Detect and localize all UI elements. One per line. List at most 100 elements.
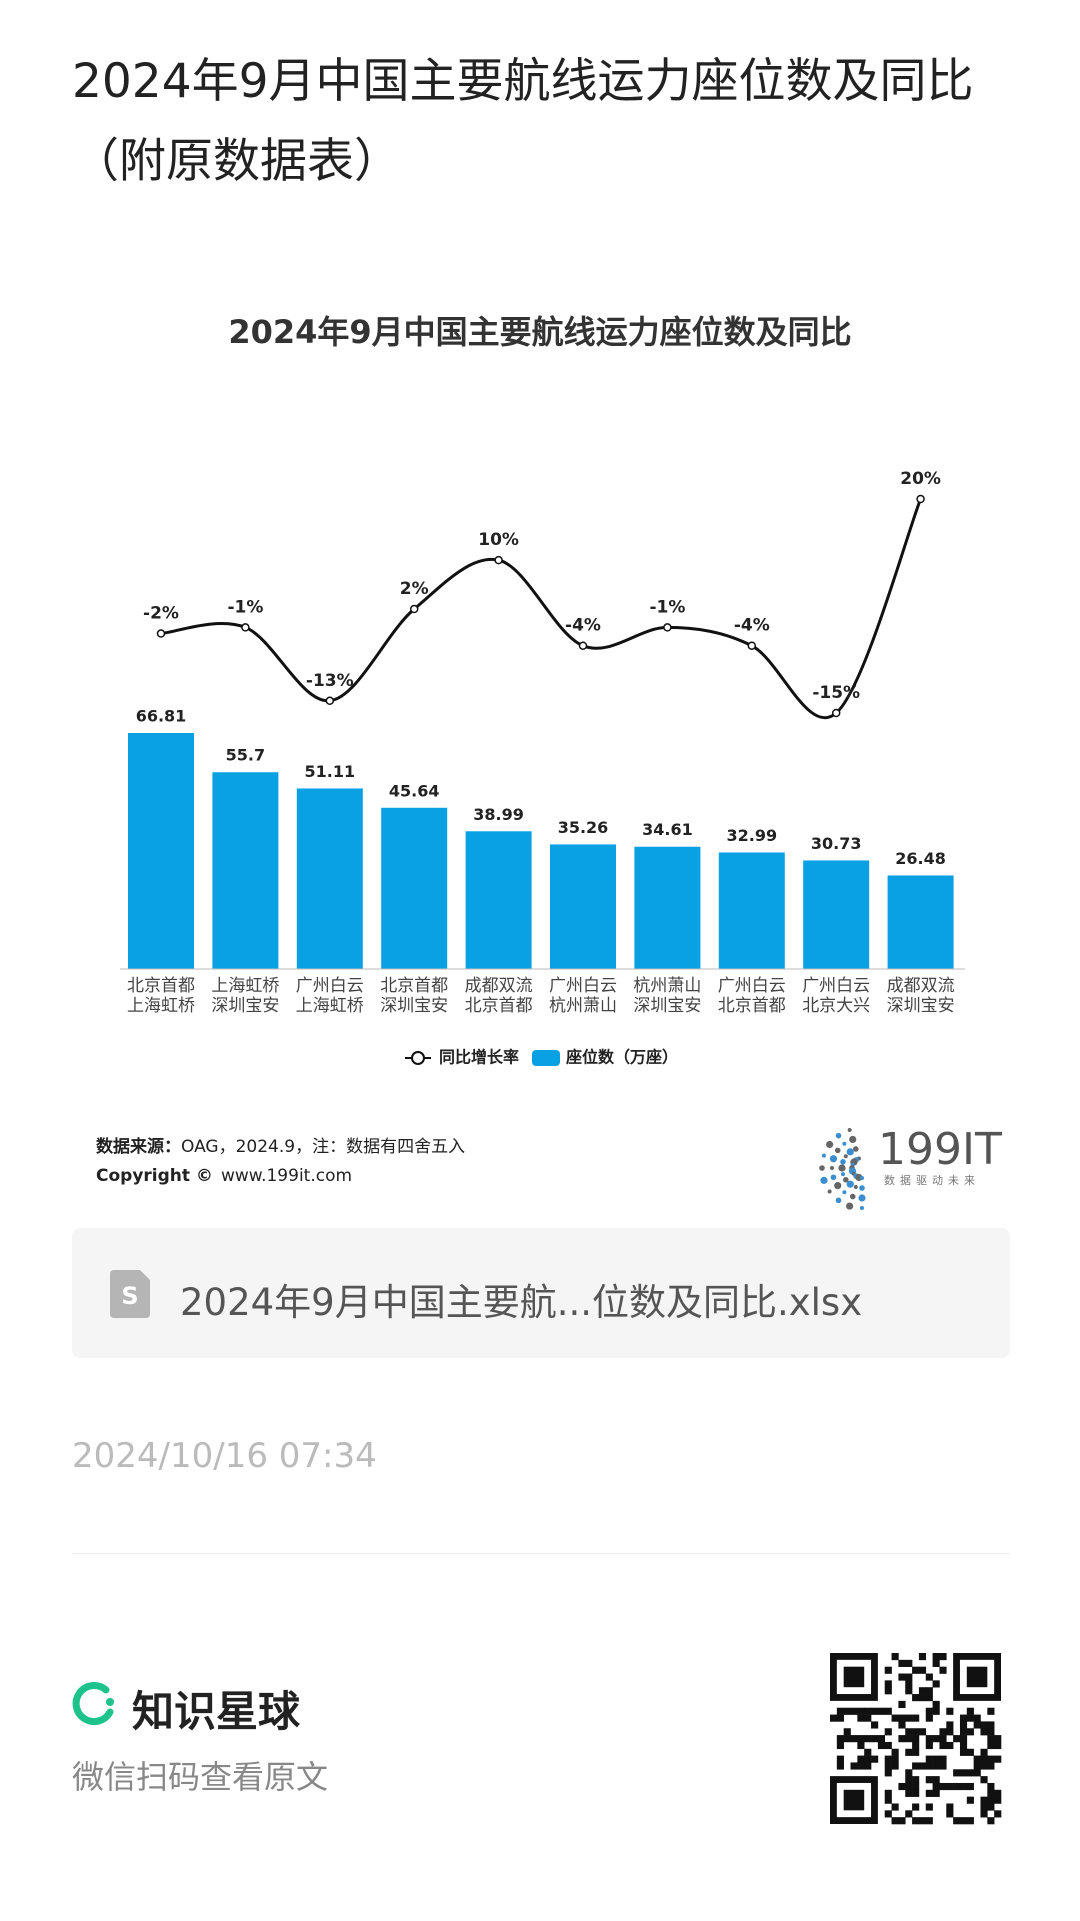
qr-cell bbox=[932, 1735, 940, 1743]
logo-dot bbox=[820, 1176, 828, 1184]
qr-cell bbox=[932, 1762, 940, 1770]
qr-cell bbox=[987, 1789, 995, 1797]
qr-cell bbox=[884, 1741, 892, 1750]
logo-dot bbox=[858, 1194, 866, 1202]
bar bbox=[803, 860, 870, 969]
qr-cell bbox=[898, 1659, 906, 1667]
bar bbox=[296, 788, 363, 969]
logo-dot bbox=[860, 1206, 864, 1210]
source: 数据来源：OAG，2024.9，注：数据有四舍五入 bbox=[96, 1136, 465, 1157]
logo-dot bbox=[834, 1182, 842, 1190]
bar bbox=[634, 846, 701, 969]
copyright-text: www.199it.com bbox=[221, 1166, 352, 1186]
qr-cell bbox=[946, 1741, 954, 1750]
logo-dot bbox=[826, 1140, 834, 1149]
qr-cell bbox=[891, 1748, 899, 1756]
qr-cell bbox=[905, 1687, 913, 1695]
qr-cell bbox=[980, 1796, 988, 1804]
qr-cell bbox=[891, 1714, 899, 1722]
legend-swatch bbox=[532, 1050, 560, 1066]
qr-cell bbox=[884, 1755, 892, 1763]
logo-dot bbox=[819, 1165, 825, 1171]
logo-dot bbox=[843, 1154, 848, 1159]
qr-cell bbox=[987, 1817, 995, 1825]
qr-cell bbox=[905, 1680, 913, 1688]
copyright: Copyright © www.199it.com bbox=[96, 1166, 352, 1186]
logo: 199IT bbox=[878, 1124, 1002, 1175]
x-tick-label: 上海虹桥 bbox=[127, 996, 195, 1016]
qr-cell bbox=[925, 1762, 933, 1770]
qr-cell bbox=[953, 1769, 961, 1777]
qr-cell bbox=[918, 1817, 927, 1825]
line-value-label: 2% bbox=[400, 579, 429, 599]
bar bbox=[381, 807, 448, 969]
qr-cell bbox=[884, 1728, 892, 1736]
qr-cell bbox=[891, 1762, 899, 1770]
qr-cell bbox=[939, 1782, 947, 1791]
qr-cell bbox=[994, 1810, 1002, 1818]
qr-cell bbox=[939, 1728, 947, 1736]
qr-cell bbox=[966, 1769, 974, 1777]
qr-cell bbox=[959, 1714, 968, 1722]
qr-cell bbox=[959, 1735, 968, 1743]
qr-cell bbox=[884, 1687, 892, 1695]
source-text: OAG，2024.9，注：数据有四舍五入 bbox=[181, 1137, 465, 1157]
qr-cell bbox=[891, 1653, 899, 1661]
qr-cell bbox=[987, 1796, 995, 1804]
qr-cell bbox=[925, 1755, 933, 1763]
qr-cell bbox=[980, 1776, 988, 1784]
qr-cell bbox=[864, 1748, 872, 1756]
logo-dot bbox=[835, 1197, 842, 1204]
qr-cell bbox=[959, 1741, 968, 1750]
qr-cell bbox=[884, 1810, 892, 1818]
qr-cell bbox=[905, 1789, 913, 1797]
logo-dot bbox=[849, 1193, 856, 1200]
qr-cell bbox=[946, 1721, 954, 1729]
qr-cell bbox=[959, 1721, 968, 1729]
qr-cell bbox=[925, 1673, 933, 1681]
qr-cell bbox=[864, 1735, 872, 1743]
x-tick-label: 深圳宝安 bbox=[887, 996, 955, 1016]
x-tick-label: 广州白云 bbox=[296, 976, 364, 996]
qr-cell bbox=[905, 1735, 913, 1743]
bar bbox=[212, 772, 279, 969]
qr-cell bbox=[884, 1707, 892, 1715]
line-value-label: -2% bbox=[143, 604, 179, 624]
qr-cell bbox=[973, 1755, 981, 1763]
qr-cell bbox=[912, 1789, 920, 1797]
qr-cell bbox=[857, 1762, 865, 1770]
attachment-card[interactable]: S 2024年9月中国主要航...位数及同比.xlsx bbox=[72, 1228, 1010, 1358]
qr-cell bbox=[959, 1769, 968, 1777]
line-marker bbox=[663, 623, 672, 632]
line-marker bbox=[325, 696, 335, 706]
qr-cell bbox=[912, 1817, 920, 1825]
line-value-label: -4% bbox=[734, 616, 770, 636]
qr-cell bbox=[857, 1755, 865, 1763]
qr-cell bbox=[939, 1755, 947, 1763]
qr-finder-core bbox=[843, 1789, 865, 1811]
qr-cell bbox=[871, 1721, 879, 1729]
line-marker bbox=[409, 604, 419, 614]
qr-cell bbox=[857, 1714, 865, 1722]
qr-cell bbox=[898, 1735, 906, 1743]
chart-title: 2024年9月中国主要航线运力座位数及同比 bbox=[228, 313, 851, 351]
logo-dot bbox=[846, 1148, 854, 1156]
qr-cell bbox=[966, 1728, 974, 1736]
qr-cell bbox=[987, 1721, 995, 1729]
qr-cell bbox=[884, 1680, 892, 1688]
logo-dot bbox=[843, 1176, 849, 1183]
qr-cell bbox=[857, 1707, 865, 1715]
qr-cell bbox=[973, 1769, 981, 1777]
qr-finder-core bbox=[843, 1666, 865, 1688]
qr-cell bbox=[987, 1762, 995, 1770]
qr-cell bbox=[946, 1803, 954, 1811]
x-tick-label: 成都双流 bbox=[465, 976, 533, 996]
qr-cell bbox=[918, 1694, 927, 1702]
x-tick-label: 上海虹桥 bbox=[296, 996, 364, 1016]
qr-cell bbox=[864, 1707, 872, 1715]
logo-dot bbox=[849, 1135, 857, 1144]
logo-dot bbox=[846, 1180, 854, 1188]
qr-cell bbox=[966, 1782, 974, 1791]
bar-value-label: 38.99 bbox=[473, 805, 524, 824]
